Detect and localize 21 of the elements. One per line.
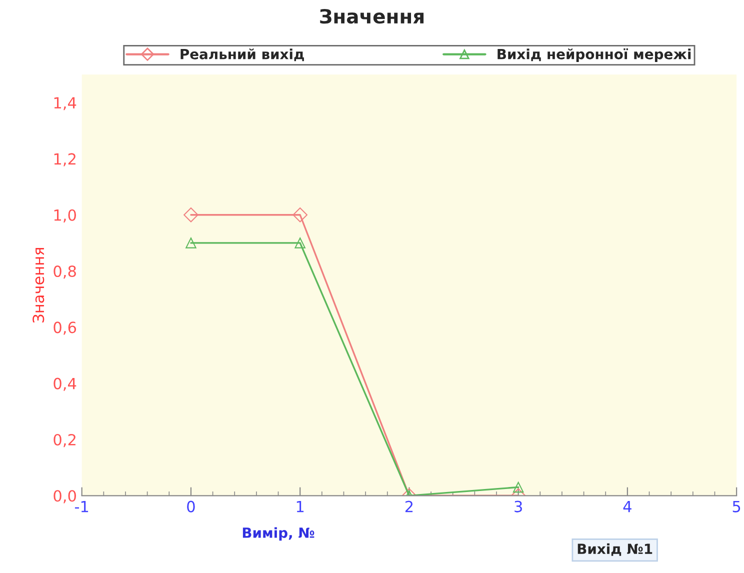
x-axis-title: Вимір, № (242, 527, 314, 541)
x-tick-label: -1 (74, 500, 88, 512)
y-tick-label: 1,2 (54, 153, 76, 166)
x-tick-label: 4 (623, 500, 632, 512)
chart-title: Значення (320, 8, 424, 24)
x-tick-label: 2 (405, 500, 413, 512)
y-tick-label: 0,4 (54, 378, 76, 391)
x-tick-label: 0 (187, 500, 195, 512)
text: Вихід №1 (578, 543, 652, 556)
y-axis-title: Значення (32, 248, 44, 322)
legend-label: Реальний вихід (180, 48, 304, 62)
x-tick-label: 3 (514, 500, 522, 512)
x-tick-label: 1 (296, 500, 304, 512)
legend-label: Вихід нейронної мережі (498, 48, 691, 62)
y-tick-label: 1,4 (54, 97, 76, 110)
y-tick-label: 0,0 (54, 490, 76, 504)
y-tick-label: 0,8 (54, 265, 76, 279)
y-tick-label: 0,6 (54, 322, 76, 335)
y-tick-label: 1,0 (54, 209, 76, 222)
y-tick-label: 0,2 (54, 434, 76, 448)
x-tick-label: 5 (732, 500, 740, 512)
